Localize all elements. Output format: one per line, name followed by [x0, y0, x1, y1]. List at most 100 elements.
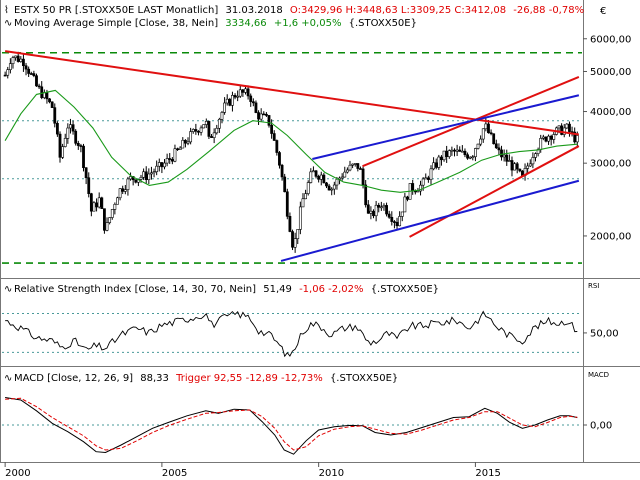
candle-body: [332, 184, 336, 190]
svg-text:Relative Strength Index [Close: Relative Strength Index [Close, 14, 30, …: [14, 284, 439, 295]
candle-body: [147, 173, 151, 180]
candle-body: [19, 58, 23, 62]
candle-body: [55, 122, 59, 135]
candle-body: [518, 168, 522, 172]
candle-body: [468, 156, 472, 159]
candle-body: [372, 210, 375, 217]
candle-body: [390, 216, 394, 222]
candle-body: [223, 102, 226, 113]
rsi-line: [5, 310, 578, 358]
candle-body: [432, 162, 436, 170]
candle-body: [426, 177, 430, 180]
candle-body: [150, 172, 153, 175]
rsi-path: [5, 310, 578, 358]
candle-body: [202, 124, 206, 129]
candle-body: [327, 185, 331, 191]
candle-body: [189, 131, 193, 143]
candle-body: [32, 73, 36, 76]
candle-body: [3, 74, 7, 77]
macd-symbol: {.STOXX50E}: [330, 373, 398, 384]
macd-path: [5, 397, 578, 455]
candle-body: [374, 204, 378, 217]
candle-body: [233, 95, 237, 98]
macd-tag: MACD: [588, 371, 609, 379]
candle-body: [534, 153, 537, 158]
candle-body: [345, 169, 349, 173]
price-tick-label: 4000,00: [590, 107, 631, 118]
candle-body: [474, 148, 477, 158]
candle-body: [212, 132, 216, 138]
candle-body: [351, 163, 355, 166]
candle-body: [364, 184, 368, 206]
price-tick-label: 6000,00: [590, 34, 631, 45]
candle-body: [547, 135, 550, 142]
candle-body: [515, 163, 519, 170]
candle-body: [429, 168, 433, 180]
candle-body: [377, 204, 381, 208]
candle-body: [58, 133, 62, 158]
candle-body: [416, 190, 420, 193]
candle-body: [69, 124, 72, 129]
line-legend-icon: ∿: [4, 18, 12, 29]
candle-body: [139, 176, 143, 180]
macd-legend-icon: ∿: [4, 373, 12, 384]
trend-line-blue-4: [312, 94, 580, 161]
candle-body: [63, 138, 67, 147]
candle-body: [314, 170, 318, 177]
main-ohlc: O:3429,96 H:3448,63 L:3309,25 C:3412,08: [290, 5, 506, 16]
candle-body: [335, 178, 339, 186]
candle-body: [471, 156, 475, 159]
candle-body: [129, 176, 132, 180]
main-title: ESTX 50 PR [.STOXX50E LAST Monatlich]: [14, 5, 218, 16]
ma-label: Moving Average Simple [Close, 38, Nein]: [14, 18, 218, 29]
candle-body: [492, 133, 496, 145]
candle-body: [97, 197, 101, 208]
candle-body: [291, 231, 294, 248]
macd-lines: [5, 397, 578, 455]
candle-body: [100, 197, 104, 209]
candle-body: [466, 154, 469, 159]
candle-body: [48, 98, 51, 103]
candle-body: [283, 176, 287, 193]
candle-body: [445, 150, 449, 157]
candle-body: [246, 88, 250, 97]
candle-body: [270, 125, 274, 134]
candle-body: [118, 188, 122, 199]
candle-body: [27, 68, 31, 74]
candle-body: [231, 95, 234, 106]
candle-body: [434, 162, 438, 168]
candle-body: [244, 88, 247, 93]
candle-body: [16, 55, 20, 62]
candle-body: [489, 132, 493, 135]
candle-body: [14, 55, 17, 58]
candle-body: [251, 101, 255, 104]
candle-body: [424, 177, 428, 180]
candle-body: [573, 131, 577, 143]
candle-body: [217, 118, 221, 129]
time-axis-ticks: 2000 2005 2010 2015: [4, 462, 501, 479]
candle-body: [497, 147, 501, 151]
candle-body: [366, 204, 370, 214]
candle-body: [369, 210, 373, 214]
candle-body: [160, 162, 164, 168]
candle-body: [476, 143, 480, 149]
rsi-symbol: {.STOXX50E}: [371, 284, 439, 295]
candle-body: [241, 89, 245, 93]
candle-body: [267, 115, 271, 126]
moving-average-line: [4, 89, 578, 193]
candle-body: [157, 162, 161, 167]
candle-body: [317, 176, 321, 180]
candle-body: [437, 156, 441, 168]
candle-body: [301, 198, 305, 208]
candle-body: [455, 149, 459, 152]
candle-body: [510, 160, 514, 171]
candle-body: [552, 134, 556, 140]
candle-body: [379, 206, 383, 209]
candle-body: [74, 130, 78, 144]
candle-body: [165, 158, 169, 164]
candle-body: [440, 156, 443, 161]
candle-body: [79, 145, 83, 147]
candle-body: [395, 221, 399, 227]
candle-body: [194, 129, 198, 132]
candle-body: [487, 123, 490, 134]
